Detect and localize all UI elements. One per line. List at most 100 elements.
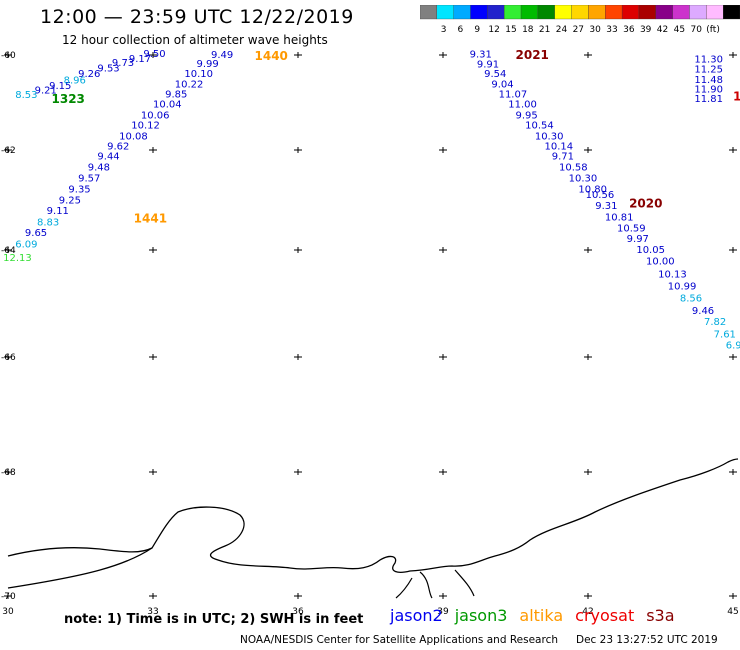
color-tick-label: 39 [640, 25, 652, 35]
swh-value-label: 10.08 [119, 131, 148, 142]
color-swatch [537, 5, 555, 20]
swh-value-label: 9.85 [165, 89, 187, 100]
legend-s3a: s3a [646, 606, 675, 625]
swh-value-label: 10.58 [559, 163, 588, 174]
swh-value-label: 11.30 [694, 54, 723, 65]
swh-value-label: 11.00 [508, 99, 537, 110]
lon-tick-label: 42 [582, 607, 593, 617]
swh-value-label: 8.53 [15, 90, 37, 101]
pass-time-layer: 1323 1441 1440 2021 2020 1 [52, 48, 740, 225]
color-swatch [470, 5, 488, 20]
pass-time-label: 1440 [255, 49, 288, 63]
swh-value-label: 10.06 [141, 110, 170, 121]
swh-value-label: 10.14 [545, 141, 574, 152]
swh-value-label: 9.48 [88, 163, 110, 174]
swh-value-label: 6.9 [726, 341, 740, 352]
color-tick-label: 30 [589, 25, 601, 35]
swh-value-label: 10.80 [578, 185, 607, 196]
pass-time-label: 1 [733, 89, 740, 103]
swh-value-label: 10.05 [636, 245, 665, 256]
swh-value-label: 9.91 [477, 60, 499, 71]
swh-value-label: 9.54 [484, 69, 506, 80]
swh-value-label: 10.56 [586, 190, 615, 201]
swh-value-label: 10.81 [605, 213, 634, 224]
swh-value-label: 9.21 [35, 86, 57, 97]
pass-time-label: 2021 [516, 48, 549, 62]
lat-tick-label: -64 [1, 246, 16, 256]
color-swatch [672, 5, 690, 20]
color-swatch [655, 5, 673, 20]
color-swatch [420, 5, 437, 20]
color-tick-label: 24 [556, 25, 568, 35]
color-swatch [605, 5, 623, 20]
note-text: note: 1) Time is in UTC; 2) SWH is in fe… [64, 612, 364, 627]
legend-altika: altika [519, 606, 564, 625]
color-tick-label: 42 [657, 25, 668, 35]
legend-jason2: jason2 [390, 606, 443, 625]
pass-time-label: 2020 [629, 197, 662, 211]
swh-value-label: 10.30 [535, 131, 564, 142]
color-tick-label: 15 [505, 25, 516, 35]
lon-tick-label: 30 [2, 607, 14, 617]
color-swatch [588, 5, 606, 20]
swh-value-label: 9.50 [143, 49, 165, 60]
color-swatch [621, 5, 640, 20]
lon-tick-label: 33 [147, 607, 158, 617]
swh-value-label: 9.17 [129, 54, 151, 65]
swh-value-label: 9.97 [627, 234, 649, 245]
swh-value-label: 11.48 [694, 75, 723, 86]
swh-value-label: 9.31 [470, 50, 492, 61]
swh-value-label: 9.95 [516, 110, 538, 121]
color-tick-label: (ft) [706, 25, 720, 35]
swh-value-label: 9.46 [692, 306, 714, 317]
color-swatch [706, 5, 724, 20]
color-swatch [436, 5, 454, 20]
footer-credit: NOAA/NESDIS Center for Satellite Applica… [240, 634, 558, 646]
swh-value-label: 12.13 [3, 253, 32, 264]
legend-jason3: jason3 [454, 606, 508, 625]
footer: NOAA/NESDIS Center for Satellite Applica… [240, 634, 718, 646]
swh-value-label: 9.62 [107, 141, 129, 152]
satellite-legend: jason2 jason3 altika cryosat s3a [390, 606, 687, 625]
lon-tick-label: 39 [437, 607, 449, 617]
swh-value-label: 9.44 [97, 152, 119, 163]
color-swatch [723, 5, 740, 20]
color-tick-label: 33 [606, 25, 617, 35]
color-tick-label: 45 [674, 25, 685, 35]
color-swatch [554, 5, 572, 20]
swh-value-label: 9.65 [25, 228, 47, 239]
swh-value-label: 7.82 [704, 317, 726, 328]
swh-value-label: 7.61 [714, 329, 736, 340]
lon-tick-label: 36 [292, 607, 304, 617]
swh-value-label: 10.30 [569, 174, 598, 185]
lat-tick-label: -60 [1, 51, 16, 61]
swh-value-label: 9.11 [47, 206, 69, 217]
swh-value-label: 10.13 [658, 270, 687, 281]
swh-value-label: 9.71 [552, 152, 574, 163]
swh-value-label: 9.04 [491, 80, 513, 91]
swh-value-label: 8.83 [37, 218, 59, 229]
lon-tick-label: 45 [727, 607, 738, 617]
swh-value-label: 9.49 [211, 50, 233, 61]
swh-value-label: 11.81 [694, 94, 723, 105]
color-tick-label: 6 [458, 25, 464, 35]
swh-value-label: 10.10 [184, 69, 213, 80]
swh-value-label: 9.25 [59, 196, 81, 207]
pass-time-label: 1441 [134, 212, 167, 226]
color-swatch [571, 5, 589, 20]
lat-tick-label: -66 [1, 353, 16, 363]
lat-tick-label: -68 [1, 468, 16, 478]
swh-value-label: 9.99 [197, 59, 219, 70]
page-title: 12:00 — 23:59 UTC 12/22/2019 [40, 6, 354, 28]
swh-value-label: 9.26 [78, 69, 100, 80]
swh-value-label: 10.22 [175, 80, 204, 91]
page-subtitle: 12 hour collection of altimeter wave hei… [62, 33, 328, 47]
color-swatch [453, 5, 471, 20]
swh-value-label: 10.59 [617, 224, 646, 235]
swh-value-label: 9.31 [595, 201, 617, 212]
swh-value-label: 11.25 [694, 64, 723, 75]
swh-color-scale: 3 6 9 12 15 18 21 24 27 30 33 36 39 42 45 70 (ft) [420, 5, 740, 35]
swh-value-label: 9.73 [112, 58, 134, 69]
color-tick-label: 70 [690, 25, 702, 35]
color-tick-label: 21 [539, 25, 550, 35]
